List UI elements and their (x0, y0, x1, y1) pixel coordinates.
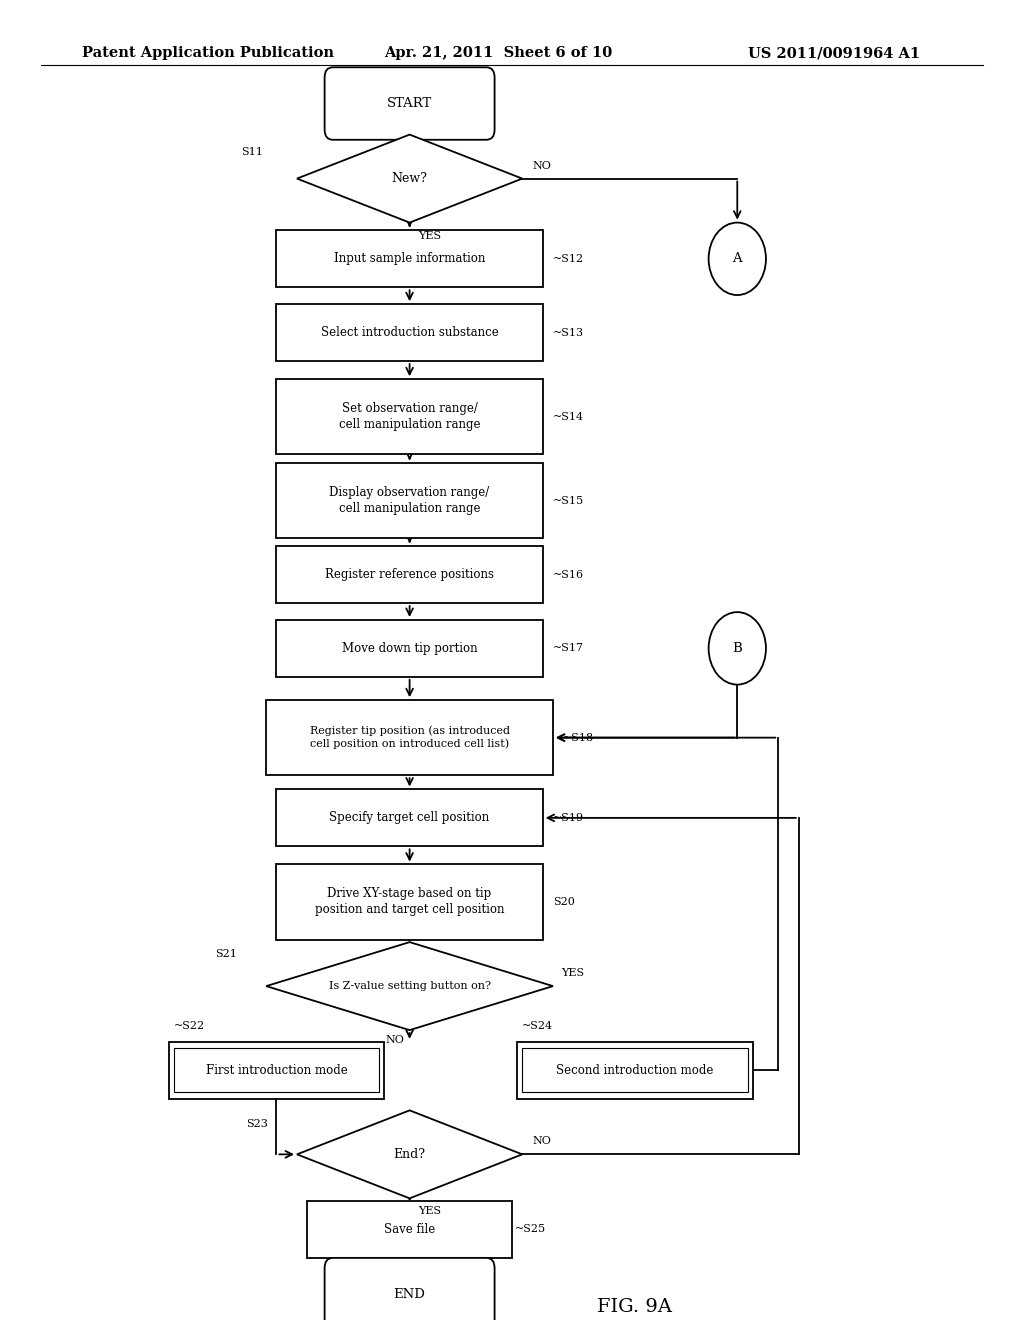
Text: Register reference positions: Register reference positions (325, 568, 495, 581)
Text: A: A (732, 252, 742, 265)
Bar (517, 1041, 753, 1098)
Text: S23: S23 (246, 1118, 267, 1129)
Text: Set observation range/
cell manipulation range: Set observation range/ cell manipulation… (339, 403, 480, 432)
Bar (276, 865, 543, 940)
Text: YES: YES (418, 1206, 441, 1216)
Text: End?: End? (393, 1148, 426, 1160)
Bar (169, 1041, 384, 1098)
Text: Apr. 21, 2011  Sheet 6 of 10: Apr. 21, 2011 Sheet 6 of 10 (384, 46, 612, 61)
Text: Drive XY-stage based on tip
position and target cell position: Drive XY-stage based on tip position and… (314, 887, 505, 916)
Text: YES: YES (418, 231, 441, 240)
Text: ~S24: ~S24 (522, 1022, 553, 1031)
Text: START: START (387, 98, 432, 110)
Text: Register tip position (as introduced
cell position on introduced cell list): Register tip position (as introduced cel… (309, 726, 510, 750)
Bar (307, 1201, 512, 1258)
Text: ~S16: ~S16 (553, 570, 584, 579)
Bar (276, 304, 543, 362)
Text: Patent Application Publication: Patent Application Publication (82, 46, 334, 61)
Text: US 2011/0091964 A1: US 2011/0091964 A1 (748, 46, 920, 61)
Text: Specify target cell position: Specify target cell position (330, 812, 489, 825)
Bar (276, 620, 543, 677)
Polygon shape (297, 1110, 522, 1199)
Text: Second introduction mode: Second introduction mode (556, 1064, 714, 1077)
Text: Display observation range/
cell manipulation range: Display observation range/ cell manipula… (330, 486, 489, 515)
Text: FIG. 9A: FIG. 9A (597, 1298, 673, 1316)
Text: YES: YES (561, 968, 585, 978)
Text: END: END (393, 1287, 426, 1300)
Bar (276, 546, 543, 603)
Circle shape (709, 223, 766, 296)
Text: S20: S20 (553, 898, 574, 907)
Text: ~S22: ~S22 (174, 1022, 205, 1031)
Text: NO: NO (532, 161, 551, 170)
Polygon shape (297, 135, 522, 223)
Text: ~S18: ~S18 (563, 733, 594, 743)
Text: Is Z-value setting button on?: Is Z-value setting button on? (329, 981, 490, 991)
Bar (276, 789, 543, 846)
Text: B: B (732, 642, 742, 655)
Bar (266, 700, 553, 775)
Text: Input sample information: Input sample information (334, 252, 485, 265)
FancyBboxPatch shape (325, 67, 495, 140)
Text: New?: New? (391, 172, 428, 185)
Text: S11: S11 (241, 148, 262, 157)
Text: ~S17: ~S17 (553, 643, 584, 653)
Text: ~S14: ~S14 (553, 412, 584, 421)
Text: ~S19: ~S19 (553, 813, 584, 822)
Text: ~S12: ~S12 (553, 253, 584, 264)
Text: First introduction mode: First introduction mode (206, 1064, 347, 1077)
Text: ~S15: ~S15 (553, 496, 584, 506)
FancyBboxPatch shape (325, 1258, 495, 1320)
Text: ~S13: ~S13 (553, 327, 584, 338)
Text: Save file: Save file (384, 1222, 435, 1236)
Bar (522, 1048, 748, 1092)
Bar (276, 379, 543, 454)
Circle shape (709, 612, 766, 685)
Text: Move down tip portion: Move down tip portion (342, 642, 477, 655)
Bar (174, 1048, 379, 1092)
Text: NO: NO (386, 1035, 404, 1045)
Text: NO: NO (532, 1137, 551, 1146)
Bar (276, 463, 543, 539)
Text: S21: S21 (215, 949, 237, 958)
Polygon shape (266, 942, 553, 1030)
Bar (276, 231, 543, 288)
Text: Select introduction substance: Select introduction substance (321, 326, 499, 339)
Text: ~S25: ~S25 (515, 1225, 546, 1234)
